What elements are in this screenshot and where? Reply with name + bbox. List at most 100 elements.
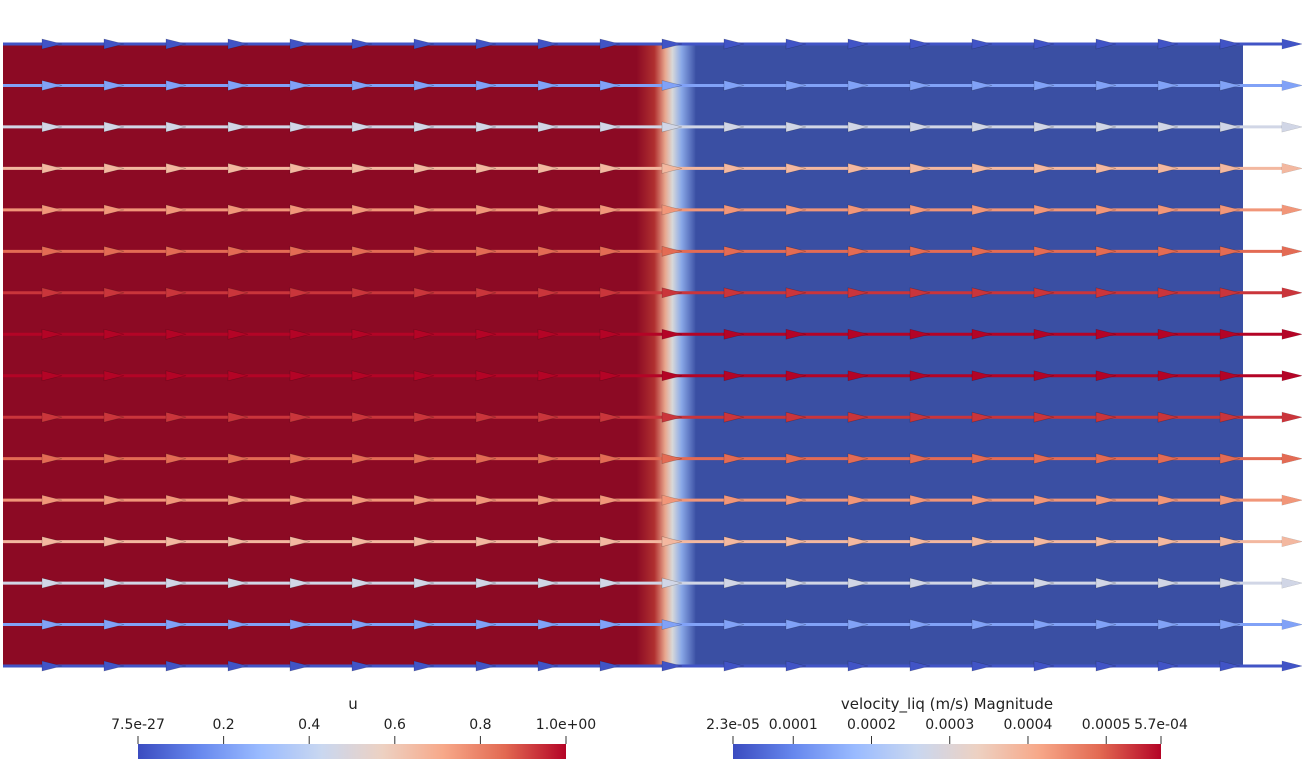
- arrow-head: [103, 287, 125, 299]
- arrow-head: [1157, 163, 1179, 174]
- arrow-head: [599, 536, 621, 547]
- arrow-head: [289, 121, 311, 133]
- arrow-head-outflow: [1282, 287, 1302, 298]
- legend-tick-label: 0.0002: [847, 717, 896, 733]
- arrow-head: [1157, 411, 1179, 423]
- arrow-head: [1095, 245, 1117, 257]
- arrow-head: [1095, 536, 1117, 547]
- arrow-head-outflow: [1282, 578, 1302, 589]
- arrow-head: [475, 328, 497, 340]
- arrow-head: [475, 619, 497, 630]
- arrow-head: [661, 494, 683, 506]
- arrow-head: [1033, 411, 1055, 423]
- arrow-head: [289, 328, 311, 340]
- arrow-head: [289, 163, 311, 174]
- arrow-head: [351, 453, 373, 465]
- arrow-head: [847, 287, 869, 299]
- arrow-head: [599, 577, 621, 589]
- velocity-glyphs: [3, 38, 1302, 672]
- arrow-head: [971, 121, 993, 133]
- arrow-head: [537, 660, 559, 672]
- arrow-head: [599, 328, 621, 340]
- arrow-head: [723, 287, 745, 299]
- arrow-head: [165, 204, 187, 216]
- arrow-head: [41, 121, 63, 133]
- arrow-head: [909, 163, 931, 174]
- arrow-head-outflow: [1282, 121, 1302, 132]
- arrow-head: [103, 204, 125, 216]
- arrow-head: [723, 163, 745, 174]
- arrow-head: [1219, 204, 1241, 216]
- arrow-head: [103, 370, 125, 382]
- arrow-head: [971, 163, 993, 174]
- arrow-head: [103, 411, 125, 423]
- field-region-low-u: [695, 44, 1243, 666]
- arrow-head: [1033, 204, 1055, 216]
- arrow-head: [1095, 328, 1117, 340]
- arrow-head: [599, 121, 621, 133]
- arrow-head: [785, 577, 807, 589]
- arrow-head: [971, 453, 993, 465]
- arrow-head: [661, 453, 683, 465]
- arrow-head: [1095, 370, 1117, 382]
- arrow-head: [971, 204, 993, 216]
- arrow-head: [1219, 328, 1241, 340]
- arrow-head: [103, 163, 125, 174]
- arrow-head: [785, 411, 807, 423]
- legend-tick-label: 0.0005: [1082, 717, 1131, 733]
- arrow-head: [475, 163, 497, 174]
- arrow-head: [227, 245, 249, 257]
- arrow-head: [1219, 163, 1241, 174]
- arrow-head: [351, 245, 373, 257]
- arrow-head: [1033, 619, 1055, 630]
- arrow-head: [413, 204, 435, 216]
- legend-tick-label: 2.3e-05: [706, 717, 760, 733]
- arrow-head: [413, 80, 435, 91]
- legend-tick-label: 0.0003: [925, 717, 974, 733]
- arrow-head: [971, 38, 993, 50]
- arrow-head: [723, 619, 745, 630]
- arrow-head: [847, 245, 869, 257]
- arrow-head: [1157, 121, 1179, 133]
- arrow-head: [289, 536, 311, 547]
- arrow-head: [41, 80, 63, 91]
- arrow-head: [599, 80, 621, 91]
- arrow-head: [475, 536, 497, 547]
- arrow-head: [599, 494, 621, 506]
- arrow-head: [847, 204, 869, 216]
- arrow-head: [227, 536, 249, 547]
- arrow-head: [289, 619, 311, 630]
- arrow-head: [1033, 80, 1055, 91]
- arrow-head: [227, 411, 249, 423]
- arrow-head: [475, 494, 497, 506]
- arrow-head: [41, 494, 63, 506]
- arrow-head: [1033, 245, 1055, 257]
- velocity-arrow-row: [3, 536, 1302, 547]
- arrow-head: [1157, 287, 1179, 299]
- arrow-head: [413, 453, 435, 465]
- arrow-head: [723, 80, 745, 91]
- arrow-head: [227, 163, 249, 174]
- arrow-head: [475, 577, 497, 589]
- arrow-head: [413, 411, 435, 423]
- arrow-head: [723, 204, 745, 216]
- velocity-arrow-row: [3, 577, 1302, 589]
- arrow-head: [227, 80, 249, 91]
- arrow-head: [351, 536, 373, 547]
- arrow-head: [165, 370, 187, 382]
- arrow-head: [1033, 370, 1055, 382]
- arrow-head: [537, 494, 559, 506]
- arrow-head: [1157, 453, 1179, 465]
- arrow-head-outflow: [1282, 661, 1302, 671]
- arrow-head: [599, 453, 621, 465]
- arrow-head: [1033, 577, 1055, 589]
- arrow-head: [1157, 370, 1179, 382]
- arrow-head: [165, 163, 187, 174]
- arrow-head: [41, 287, 63, 299]
- velocity-arrow-row: [3, 328, 1302, 340]
- arrow-head: [103, 660, 125, 672]
- arrow-head-outflow: [1282, 370, 1302, 381]
- arrow-head: [413, 370, 435, 382]
- arrow-head: [723, 370, 745, 382]
- arrow-head: [1095, 453, 1117, 465]
